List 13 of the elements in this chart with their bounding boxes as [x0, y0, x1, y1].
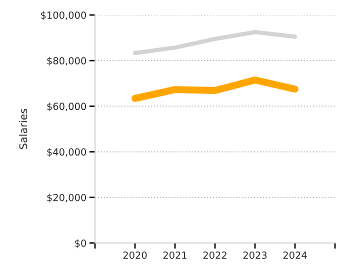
- y-tick-label: $80,000: [47, 56, 86, 66]
- y-axis-title: Salaries: [19, 108, 28, 149]
- y-tick-label: $40,000: [47, 148, 86, 157]
- x-tick-label: 2024: [283, 252, 307, 259]
- y-tick-label: $0: [75, 239, 86, 248]
- y-tick-label: $60,000: [47, 102, 86, 112]
- x-tick-label: 2021: [163, 252, 186, 259]
- x-tick-label: 2020: [123, 252, 147, 259]
- line-series: [132, 30, 298, 56]
- y-tick-label: $100,000: [41, 11, 86, 20]
- x-tick-label: 2022: [203, 252, 226, 259]
- y-tick-label: $20,000: [47, 194, 86, 203]
- x-tick-label: 2023: [243, 252, 267, 259]
